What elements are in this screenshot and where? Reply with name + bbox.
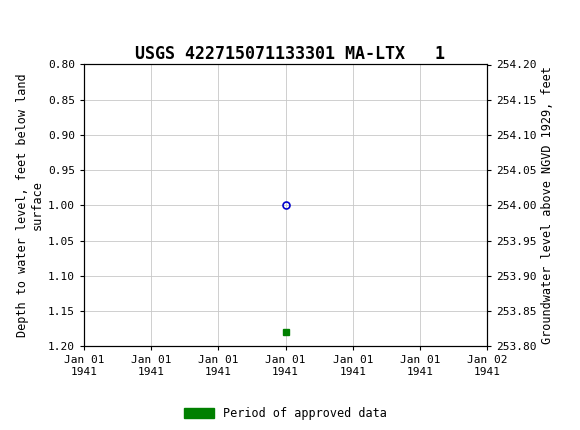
Y-axis label: Depth to water level, feet below land
surface: Depth to water level, feet below land su… <box>16 74 44 337</box>
Text: USGS: USGS <box>26 10 81 28</box>
Legend: Period of approved data: Period of approved data <box>180 402 392 425</box>
Text: ≡: ≡ <box>5 9 18 29</box>
Text: USGS 422715071133301 MA-LTX   1: USGS 422715071133301 MA-LTX 1 <box>135 45 445 63</box>
Y-axis label: Groundwater level above NGVD 1929, feet: Groundwater level above NGVD 1929, feet <box>541 66 554 344</box>
